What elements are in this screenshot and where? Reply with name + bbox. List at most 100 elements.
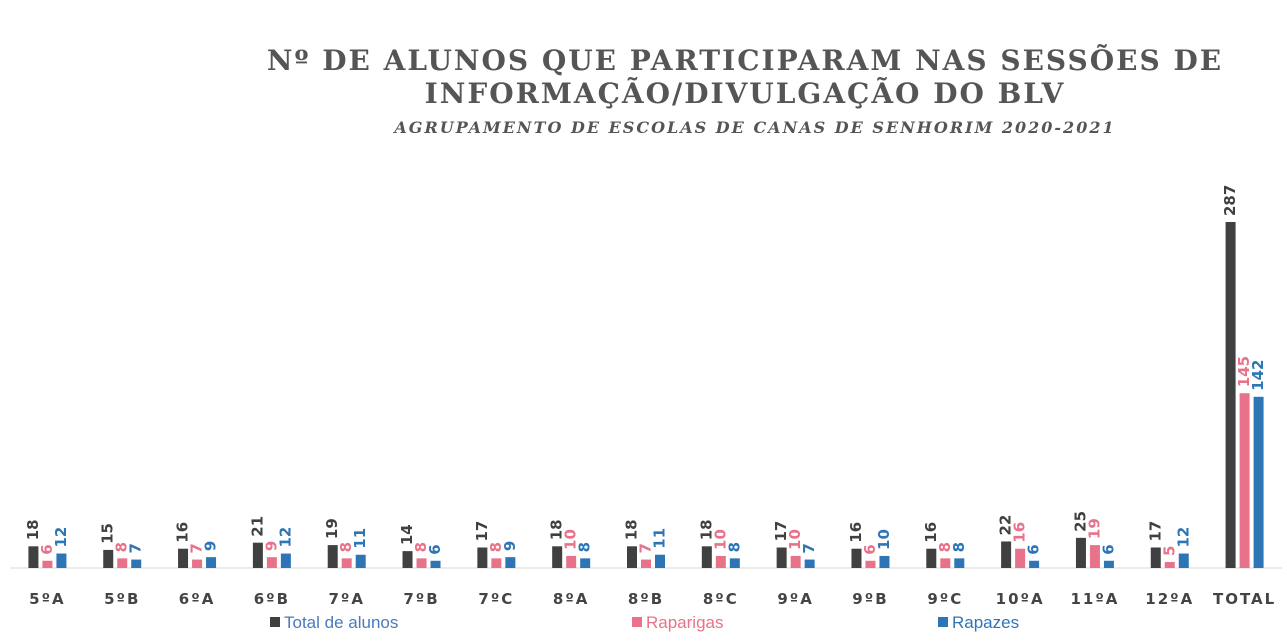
bar: [790, 555, 801, 568]
data-label: 18: [697, 519, 715, 540]
x-tick-label: 7ºA: [328, 590, 365, 608]
data-label: 8: [487, 542, 505, 552]
bar: [1239, 393, 1250, 568]
data-label: 142: [1249, 359, 1267, 390]
bar: [776, 547, 787, 568]
data-label: 6: [38, 544, 56, 554]
bar: [103, 549, 114, 568]
bar: [117, 558, 128, 568]
data-label: 11: [351, 528, 369, 549]
data-label: 18: [548, 519, 566, 540]
bar: [477, 547, 488, 568]
bar: [1103, 560, 1114, 568]
data-label: 6: [1025, 544, 1043, 554]
x-tick-label: 12ºA: [1145, 590, 1194, 608]
data-label: 16: [922, 522, 940, 543]
chart-title: Nº DE ALUNOS QUE PARTICIPARAM NAS SESSÕE…: [267, 43, 1223, 77]
data-label: 8: [337, 542, 355, 552]
bar: [701, 546, 712, 568]
bar: [804, 559, 815, 568]
bar: [627, 546, 637, 568]
data-label: 10: [711, 529, 729, 550]
bar: [355, 554, 366, 568]
bar: [280, 553, 291, 568]
data-label: 9: [501, 541, 519, 551]
data-label: 15: [99, 523, 117, 544]
bar: [566, 555, 577, 568]
x-tick-label: 5ºA: [29, 590, 66, 608]
data-label: 6: [1099, 544, 1117, 554]
x-tick-label: 9ºA: [777, 590, 814, 608]
data-label: 10: [562, 529, 580, 550]
bar: [341, 558, 352, 568]
data-label: 16: [847, 522, 865, 543]
data-label: 11: [651, 528, 669, 549]
data-label: 287: [1221, 185, 1239, 216]
bar: [206, 557, 217, 568]
bar: [430, 560, 441, 568]
data-label: 12: [52, 527, 70, 548]
bar: [56, 553, 67, 568]
data-label: 5: [1160, 546, 1178, 556]
bar: [865, 560, 876, 568]
chart-title: INFORMAÇÃO/DIVULGAÇÃO DO BLV: [425, 77, 1066, 110]
x-tick-label: 10ºA: [996, 590, 1045, 608]
data-label: 19: [1085, 518, 1103, 539]
data-label: 14: [398, 524, 416, 545]
data-label: 12: [276, 527, 294, 548]
bar: [192, 559, 203, 568]
data-label: 21: [248, 516, 266, 537]
bar: [926, 548, 937, 568]
chart-subtitle: AGRUPAMENTO DE ESCOLAS DE CANAS DE SENHO…: [392, 118, 1115, 137]
data-label: 6: [861, 544, 879, 554]
data-label: 7: [127, 543, 145, 553]
data-label: 9: [202, 541, 220, 551]
data-label: 17: [772, 521, 790, 542]
data-label: 7: [800, 543, 818, 553]
bar: [655, 554, 665, 568]
x-tick-label: 8ºA: [553, 590, 590, 608]
x-tick-label: 9ºB: [852, 590, 888, 608]
bar: [1164, 561, 1175, 568]
data-label: 8: [725, 542, 743, 552]
legend-swatch: [632, 617, 642, 627]
legend-label: Raparigas: [646, 613, 724, 632]
data-label: 7: [188, 543, 206, 553]
x-tick-label: TOTAL: [1213, 590, 1276, 608]
bar: [641, 559, 651, 568]
data-label: 6: [426, 544, 444, 554]
data-label: 19: [323, 518, 341, 539]
bar: [1178, 553, 1189, 568]
x-tick-label: 6ºB: [254, 590, 290, 608]
data-label: 17: [1146, 521, 1164, 542]
legend-swatch: [270, 617, 280, 627]
bar: [266, 557, 277, 568]
bar: [1253, 396, 1264, 568]
bar: [131, 559, 142, 568]
data-label: 18: [623, 519, 641, 540]
data-label: 8: [950, 542, 968, 552]
bar: [491, 558, 502, 568]
bar: [1150, 547, 1161, 568]
x-tick-label: 5ºB: [104, 590, 140, 608]
data-label: 25: [1071, 511, 1089, 532]
bar: [879, 555, 890, 568]
x-tick-label: 7ºB: [403, 590, 439, 608]
bar: [178, 548, 189, 568]
x-tick-label: 11ºA: [1070, 590, 1119, 608]
x-tick-label: 6ºA: [179, 590, 216, 608]
data-label: 10: [875, 529, 893, 550]
x-tick-label: 7ºC: [478, 590, 514, 608]
data-label: 7: [637, 543, 655, 553]
bar: [402, 551, 413, 568]
bar: [1015, 548, 1026, 568]
data-label: 22: [997, 515, 1015, 536]
bar: [28, 546, 39, 568]
data-label: 16: [174, 522, 192, 543]
data-label: 145: [1235, 356, 1253, 387]
bar: [1089, 545, 1100, 568]
data-label: 8: [412, 542, 430, 552]
bar: [1001, 541, 1012, 568]
bar: [580, 558, 591, 568]
legend-swatch: [938, 617, 948, 627]
